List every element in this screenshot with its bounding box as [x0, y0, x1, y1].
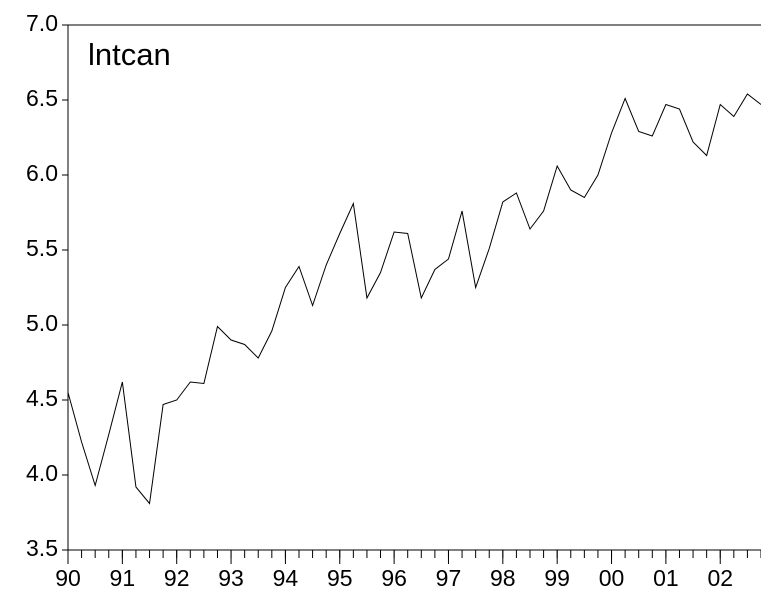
x-tick-label: 99	[544, 565, 570, 591]
y-tick-label: 3.5	[26, 535, 58, 561]
x-tick-label: 91	[110, 565, 136, 591]
x-tick-label: 90	[55, 565, 81, 591]
x-tick-label: 93	[218, 565, 244, 591]
y-tick-label: 4.0	[26, 460, 58, 486]
y-tick-label: 5.5	[26, 235, 58, 261]
x-tick-label: 95	[327, 565, 353, 591]
x-tick-label: 01	[653, 565, 679, 591]
y-tick-label: 7.0	[26, 10, 58, 36]
series-line	[67, 93, 761, 505]
x-tick-label: 94	[273, 565, 299, 591]
y-tick-label: 5.0	[26, 310, 58, 336]
x-tick-label: 92	[164, 565, 190, 591]
y-tick-label: 6.0	[26, 160, 58, 186]
chart-title: lntcan	[88, 37, 171, 72]
y-tick-label: 6.5	[26, 85, 58, 111]
x-tick-label: 02	[707, 565, 733, 591]
x-tick-label: 98	[490, 565, 516, 591]
x-tick-label: 96	[381, 565, 407, 591]
x-tick-label: 00	[599, 565, 625, 591]
x-tick-label: 97	[436, 565, 462, 591]
y-tick-label: 4.5	[26, 385, 58, 411]
